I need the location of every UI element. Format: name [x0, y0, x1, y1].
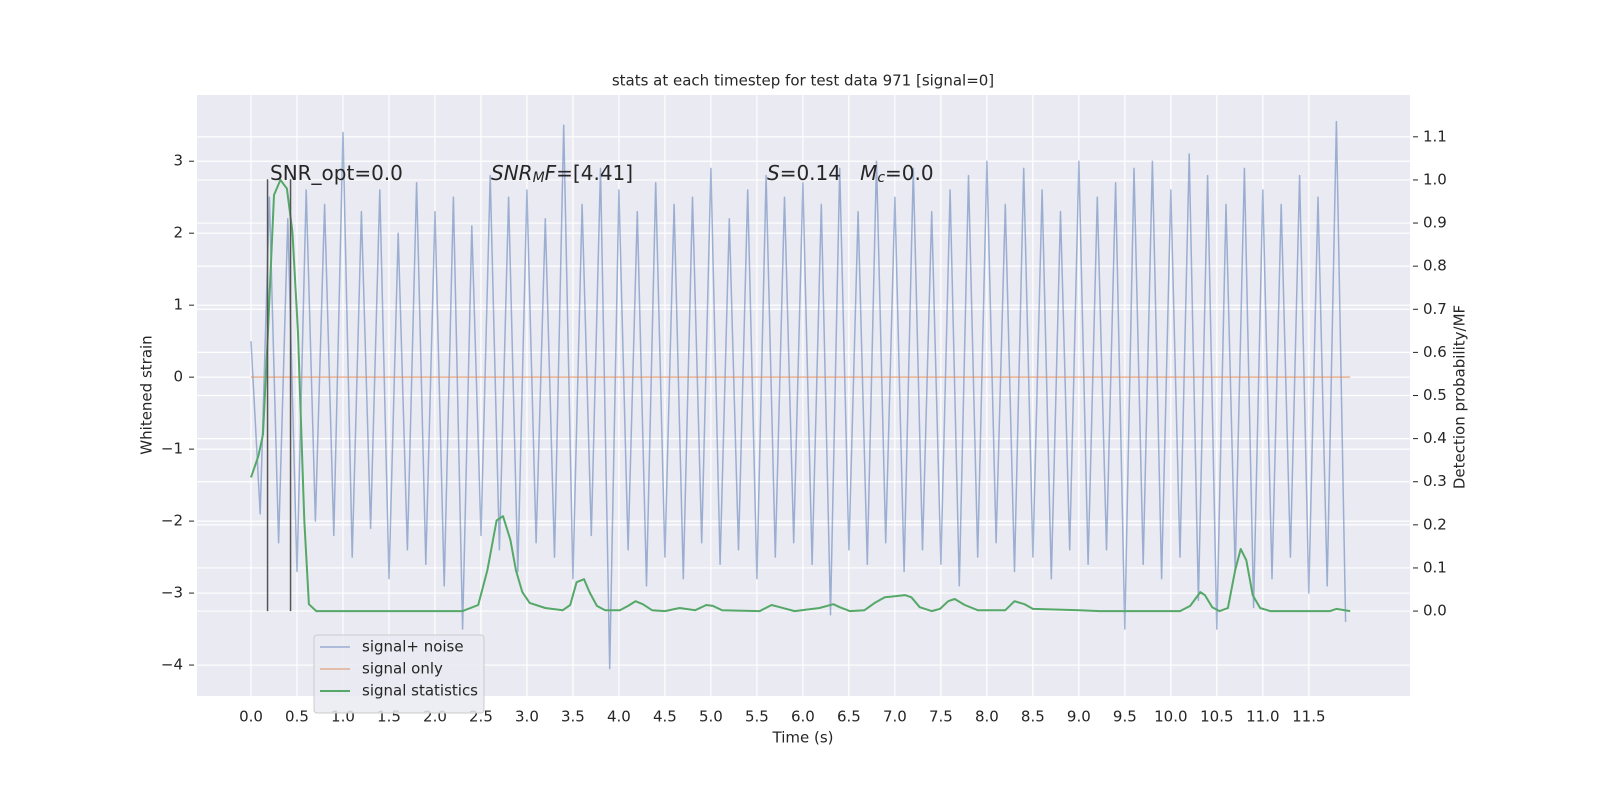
y2-tick-label: 0.7 — [1423, 300, 1447, 318]
annotation: SNR_opt=0.0 — [270, 161, 403, 185]
annotation: SNRMF=[4.41] — [491, 161, 633, 187]
x-tick-label: 9.0 — [1067, 708, 1091, 726]
x-tick-label: 10.0 — [1154, 708, 1187, 726]
annotation-part: SNR — [491, 161, 533, 185]
x-axis-label: Time (s) — [772, 729, 834, 747]
y-tick-label: −2 — [161, 512, 183, 530]
x-tick-label: 5.5 — [745, 708, 769, 726]
x-tick-label: 11.0 — [1246, 708, 1279, 726]
y-tick-label: −4 — [161, 656, 183, 674]
y-tick-label: 3 — [173, 152, 183, 170]
x-tick-label: 4.5 — [653, 708, 677, 726]
x-tick-label: 3.0 — [515, 708, 539, 726]
annotation-part: M — [860, 161, 877, 185]
annotation-part: =[4.41] — [556, 161, 633, 185]
y2-axis-label: Detection probability/MF — [1451, 305, 1469, 489]
series-line — [250, 178, 1351, 613]
y-tick-label: −1 — [161, 440, 183, 458]
x-tick-label: 7.0 — [883, 708, 907, 726]
annotation-part: =0.0 — [885, 161, 934, 185]
y2-tick-label: 0.2 — [1423, 515, 1447, 533]
y2-tick-label: 0.0 — [1423, 602, 1447, 620]
annotation: S=0.14 Mc=0.0 — [767, 161, 934, 187]
marks — [250, 120, 1351, 670]
x-tick-label: 0.5 — [285, 708, 309, 726]
y2-tick-label: 0.6 — [1423, 343, 1447, 361]
x-tick-label: 11.5 — [1292, 708, 1325, 726]
annotation-part: c — [877, 170, 885, 186]
legend-box — [313, 634, 485, 714]
x-tick-label: 7.5 — [929, 708, 953, 726]
y2-tick-label: 0.4 — [1423, 429, 1447, 447]
x-tick-label: 5.0 — [699, 708, 723, 726]
annotation-part: F — [545, 161, 557, 185]
y-tick-label: 2 — [173, 224, 183, 242]
legend-label: signal statistics — [362, 682, 478, 700]
x-tick-label: 6.5 — [837, 708, 861, 726]
annotation-part: S — [767, 161, 780, 185]
y2-tick-label: 0.5 — [1423, 386, 1447, 404]
y2-tick-label: 1.1 — [1423, 127, 1447, 145]
y2-tick-label: 0.3 — [1423, 472, 1447, 490]
x-tick-label: 4.0 — [607, 708, 631, 726]
x-tick-label: 8.0 — [975, 708, 999, 726]
x-tick-label: 3.5 — [561, 708, 585, 726]
y2-tick-label: 0.1 — [1423, 558, 1447, 576]
annotation-part: =0.14 — [780, 161, 860, 185]
annotation-part: SNR_opt=0.0 — [270, 161, 403, 185]
x-tick-label: 8.5 — [1021, 708, 1045, 726]
y2-tick-label: 1.0 — [1423, 170, 1447, 188]
y2-tick-label: 0.9 — [1423, 214, 1447, 232]
legend-label: signal+ noise — [362, 638, 464, 656]
series-line — [250, 120, 1347, 670]
chart-title: stats at each timestep for test data 971… — [612, 72, 994, 90]
annotation-part: M — [533, 170, 545, 186]
legend-label: signal only — [362, 660, 443, 678]
x-tick-label: 0.0 — [239, 708, 263, 726]
y2-tick-label: 0.8 — [1423, 257, 1447, 275]
y-tick-label: 1 — [173, 296, 183, 314]
x-tick-label: 10.5 — [1200, 708, 1233, 726]
x-tick-label: 9.5 — [1113, 708, 1137, 726]
y-axis-label: Whitened strain — [138, 335, 156, 454]
x-tick-label: 6.0 — [791, 708, 815, 726]
y-tick-label: −3 — [161, 584, 183, 602]
y-tick-label: 0 — [173, 368, 183, 386]
